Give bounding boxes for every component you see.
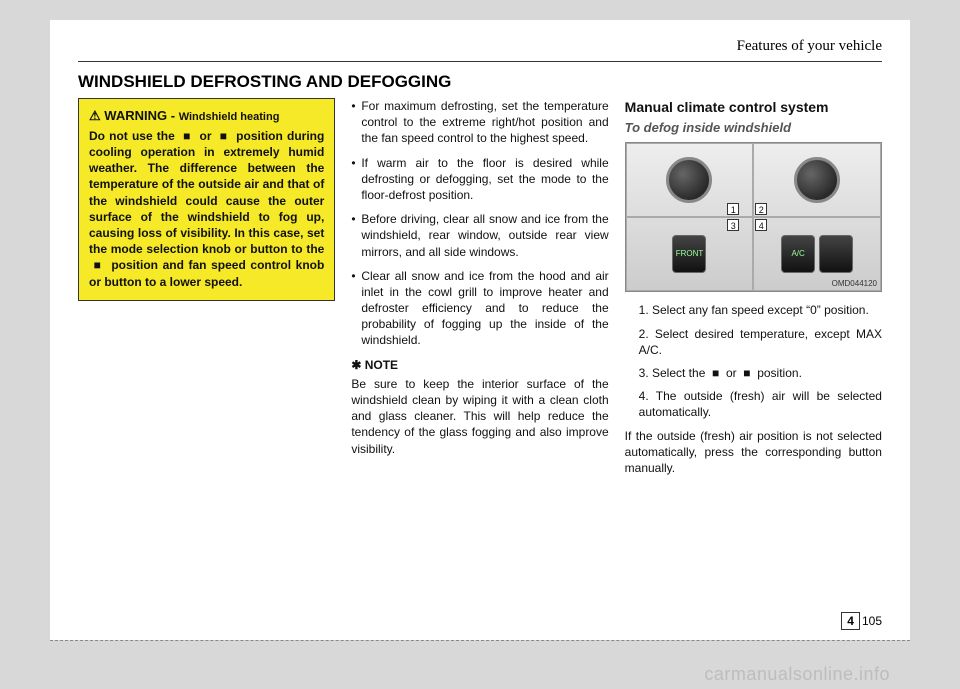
watermark: carmanualsonline.info	[704, 664, 890, 685]
cut-line	[50, 640, 910, 641]
diagram-quadrant-2	[753, 143, 881, 217]
bullet-item: Clear all snow and ice from the hood and…	[351, 268, 608, 349]
step-item: 3. Select the ■ or ■ position.	[625, 365, 882, 381]
warning-subject: Windshield heating	[179, 111, 280, 123]
section-title: WINDSHIELD DEFROSTING AND DEFOGGING	[78, 72, 882, 92]
column-1: ⚠ WARNING - Windshield heating Do not us…	[78, 98, 335, 476]
bullet-list: For maximum defrosting, set the temperat…	[351, 98, 608, 349]
diagram-label-2: 2	[755, 203, 767, 215]
diagram-label-3: 3	[727, 219, 739, 231]
ac-button-icon: A/C	[781, 235, 815, 273]
chapter-title: Features of your vehicle	[737, 38, 882, 55]
temperature-dial-icon	[794, 157, 840, 203]
diagram-label-4: 4	[755, 219, 767, 231]
page-number: 4105	[841, 612, 882, 630]
bullet-item: Before driving, clear all snow and ice f…	[351, 211, 608, 260]
tail-paragraph: If the outside (fresh) air position is n…	[625, 428, 882, 477]
content-columns: ⚠ WARNING - Windshield heating Do not us…	[78, 98, 882, 476]
step-item: 1. Select any fan speed except “0” posit…	[625, 302, 882, 318]
steps-list: 1. Select any fan speed except “0” posit…	[625, 302, 882, 420]
warning-label: WARNING -	[104, 108, 175, 123]
diagram-label-1: 1	[727, 203, 739, 215]
warning-body: Do not use the ■ or ■ position during co…	[89, 128, 324, 290]
step-item: 2. Select desired temperature, except MA…	[625, 326, 882, 358]
subsection-heading: Manual climate control system	[625, 98, 882, 117]
note-title: ✱ NOTE	[351, 357, 608, 373]
warning-header: ⚠ WARNING - Windshield heating	[89, 107, 324, 125]
recirculate-button-icon	[819, 235, 853, 273]
step-item: 4. The outside (fresh) air will be selec…	[625, 388, 882, 420]
warning-triangle-icon: ⚠	[89, 107, 101, 125]
manual-page: Features of your vehicle WINDSHIELD DEFR…	[50, 20, 910, 640]
page-num: 105	[862, 614, 882, 628]
fan-speed-dial-icon	[666, 157, 712, 203]
section-number: 4	[841, 612, 860, 630]
subsection-subtitle: To defog inside windshield	[625, 119, 882, 137]
climate-control-diagram: FRONT A/C 1 2 3 4 OMD044120	[625, 142, 882, 292]
column-3: Manual climate control system To defog i…	[625, 98, 882, 476]
header-rule: Features of your vehicle	[78, 38, 882, 62]
front-defrost-button-icon: FRONT	[672, 235, 706, 273]
column-2: For maximum defrosting, set the temperat…	[351, 98, 608, 476]
bullet-item: For maximum defrosting, set the temperat…	[351, 98, 608, 147]
note-body: Be sure to keep the interior surface of …	[351, 376, 608, 457]
image-code: OMD044120	[832, 279, 877, 290]
warning-box: ⚠ WARNING - Windshield heating Do not us…	[78, 98, 335, 301]
bullet-item: If warm air to the floor is desired whil…	[351, 155, 608, 204]
